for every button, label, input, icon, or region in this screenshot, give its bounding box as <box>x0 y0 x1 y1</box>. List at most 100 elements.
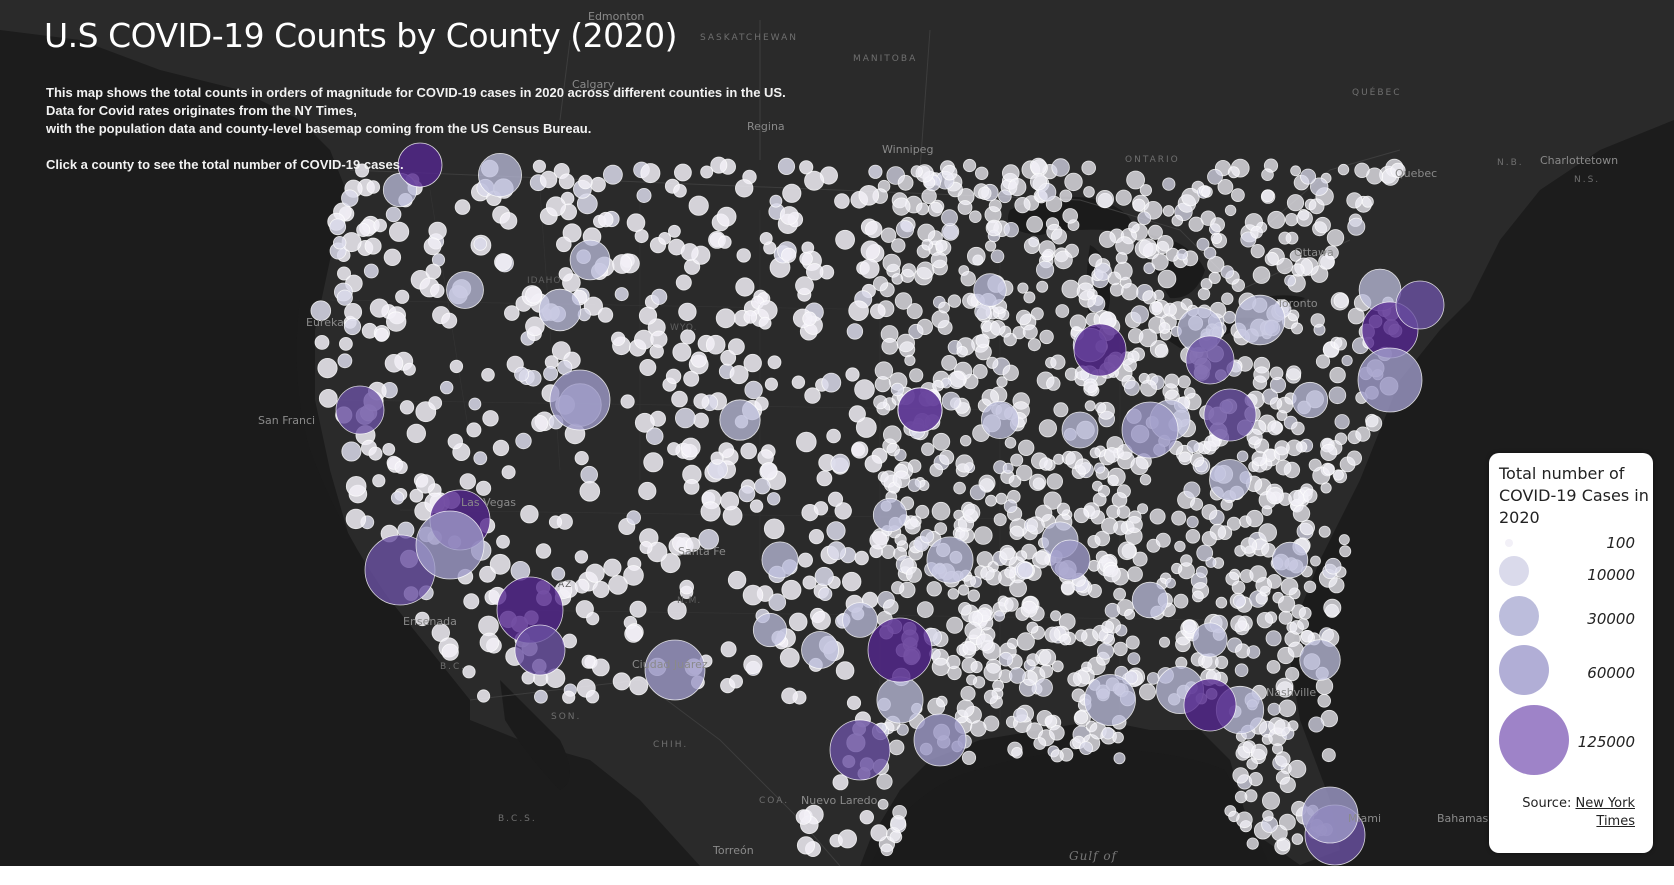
county-bubble <box>981 400 1020 439</box>
county-bubble <box>1034 678 1053 697</box>
county-bubble <box>1003 332 1017 347</box>
county-bubble <box>767 492 781 506</box>
source-link[interactable]: New York Times <box>1575 796 1635 829</box>
county-bubble <box>477 152 522 197</box>
county-bubble <box>1044 626 1061 643</box>
county-bubbles[interactable] <box>310 142 1445 866</box>
county-bubble <box>1337 163 1350 176</box>
county-bubble <box>551 566 566 581</box>
county-bubble <box>930 251 948 269</box>
label-eureka: Eureka <box>306 316 344 329</box>
county-bubble <box>1248 771 1263 787</box>
county-bubble <box>1014 197 1031 214</box>
county-bubble <box>956 346 968 358</box>
county-bubble <box>838 829 858 849</box>
county-bubble <box>314 334 330 350</box>
county-bubble <box>1280 577 1299 596</box>
county-bubble <box>880 227 897 243</box>
county-bubble <box>1094 530 1111 547</box>
county-bubble <box>941 354 957 371</box>
county-bubble <box>1190 497 1204 511</box>
county-bubble <box>479 565 496 583</box>
county-bubble <box>423 237 442 256</box>
county-bubble <box>1303 580 1317 594</box>
county-bubble <box>791 375 806 389</box>
county-bubble <box>643 452 664 473</box>
county-bubble <box>802 311 817 326</box>
county-bubble <box>964 621 982 640</box>
county-bubble <box>1163 302 1177 317</box>
county-bubble <box>896 333 916 353</box>
county-bubble <box>1267 210 1286 229</box>
gulf-of-california <box>500 680 570 790</box>
county-bubble <box>1177 375 1191 389</box>
county-bubble <box>555 236 572 253</box>
county-bubble <box>462 665 476 679</box>
legend-label-10000: 10000 <box>1587 566 1635 584</box>
county-bubble <box>795 431 817 453</box>
county-bubble <box>1314 216 1331 234</box>
county-bubble <box>988 199 1002 213</box>
county-bubble <box>1286 194 1305 212</box>
county-bubble <box>1124 670 1139 685</box>
county-bubble <box>1079 741 1093 755</box>
description-spacer <box>46 138 786 156</box>
state-az: AZ <box>558 580 573 590</box>
county-bubble <box>1201 504 1218 520</box>
county-bubble <box>1251 450 1267 467</box>
county-bubble <box>1062 208 1078 224</box>
county-bubble <box>1208 271 1221 284</box>
county-bubble <box>366 180 381 194</box>
county-bubble <box>804 170 825 191</box>
county-bubble <box>1038 419 1058 438</box>
county-bubble <box>744 380 763 400</box>
county-bubble <box>1046 376 1061 391</box>
county-bubble <box>1210 217 1225 233</box>
county-bubble <box>612 672 631 691</box>
county-bubble <box>538 288 582 332</box>
county-bubble <box>514 366 530 382</box>
county-bubble <box>501 465 516 480</box>
county-bubble <box>343 317 362 336</box>
county-bubble <box>1203 246 1217 260</box>
county-bubble <box>1365 415 1383 432</box>
county-bubble <box>1180 554 1193 567</box>
county-bubble <box>782 183 802 203</box>
county-bubble <box>961 750 977 765</box>
county-bubble <box>578 174 593 190</box>
county-bubble <box>761 541 799 579</box>
label-ciudad-juarez: Ciudad Juárez <box>632 658 708 671</box>
county-bubble <box>651 288 668 305</box>
region-bcs: B.C.S. <box>498 814 537 824</box>
county-bubble <box>720 491 740 511</box>
county-bubble <box>1299 519 1316 536</box>
county-bubble <box>1147 224 1163 240</box>
county-bubble <box>1245 509 1264 528</box>
county-bubble <box>1128 221 1140 233</box>
county-bubble <box>1192 590 1204 603</box>
county-bubble <box>1315 354 1331 369</box>
county-bubble <box>1279 776 1296 794</box>
county-bubble <box>754 396 769 411</box>
county-bubble <box>1226 516 1241 531</box>
county-bubble <box>876 773 893 790</box>
county-bubble <box>990 249 1005 264</box>
county-bubble <box>1023 291 1036 304</box>
county-bubble <box>683 478 700 495</box>
county-bubble <box>1029 473 1047 491</box>
county-bubble <box>629 600 647 618</box>
county-bubble <box>1171 510 1187 526</box>
county-bubble <box>1225 571 1240 586</box>
county-bubble <box>1026 516 1045 535</box>
county-bubble <box>592 581 610 599</box>
county-bubble <box>1300 168 1317 185</box>
county-bubble <box>675 274 692 291</box>
county-bubble <box>897 174 914 191</box>
county-bubble <box>629 676 649 696</box>
county-bubble <box>967 589 981 602</box>
county-bubble <box>1184 387 1196 399</box>
county-bubble <box>1231 188 1245 203</box>
county-bubble <box>1059 633 1071 646</box>
county-bubble <box>1038 648 1057 667</box>
